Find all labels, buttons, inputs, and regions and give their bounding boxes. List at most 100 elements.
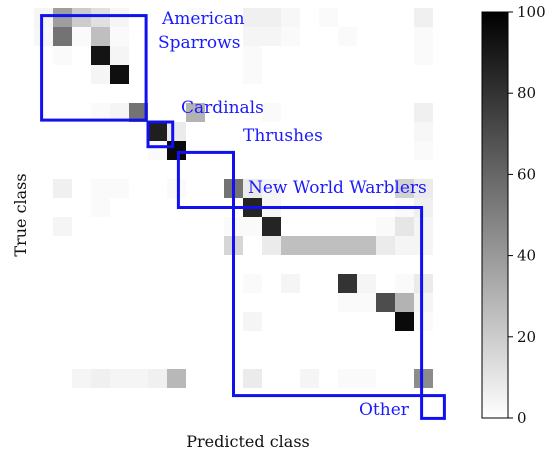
colorbar: [481, 11, 509, 419]
heatmap-cell: [243, 369, 262, 388]
group-label-thrushes: Thrushes: [243, 126, 323, 146]
heatmap-cell: [91, 46, 110, 65]
heatmap-cell: [338, 369, 357, 388]
heatmap-cell: [414, 179, 433, 198]
heatmap-cell: [53, 27, 72, 46]
heatmap-cell: [395, 293, 414, 312]
heatmap-cell: [357, 236, 376, 255]
group-box-other: [420, 394, 446, 420]
heatmap-cell: [167, 369, 186, 388]
heatmap-cell: [281, 27, 300, 46]
heatmap-cell: [414, 103, 433, 122]
colorbar-ticks: 0 20 40 60 80 100: [508, 3, 546, 427]
colorbar-tick-label: 20: [517, 328, 536, 346]
colorbar-tick-label: 100: [517, 3, 546, 21]
heatmap-cell: [148, 122, 167, 141]
heatmap-cell: [53, 217, 72, 236]
heatmap-cell: [376, 236, 395, 255]
heatmap-cell: [262, 27, 281, 46]
heatmap-cell: [300, 236, 319, 255]
heatmap-cell: [414, 27, 433, 46]
heatmap-cell: [395, 217, 414, 236]
heatmap-cell: [243, 27, 262, 46]
heatmap-cell: [414, 8, 433, 27]
x-axis-label: Predicted class: [186, 432, 309, 451]
heatmap-cell: [338, 293, 357, 312]
group-box-american-sparrows: [40, 14, 148, 122]
heatmap-cell: [91, 65, 110, 84]
heatmap-cell: [414, 236, 433, 255]
heatmap-cell: [110, 46, 129, 65]
heatmap-cell: [53, 179, 72, 198]
heatmap-cell: [357, 274, 376, 293]
heatmap-cell: [148, 369, 167, 388]
heatmap-cell: [395, 236, 414, 255]
heatmap-cell: [262, 103, 281, 122]
heatmap-cell: [167, 141, 186, 160]
heatmap-cell: [338, 274, 357, 293]
heatmap-cell: [338, 27, 357, 46]
colorbar-tick-label: 0: [517, 409, 527, 427]
colorbar-tick-label: 60: [517, 165, 536, 183]
heatmap-cell: [376, 293, 395, 312]
heatmap-cell: [167, 179, 186, 198]
heatmap-cell: [34, 8, 53, 27]
heatmap-cell: [186, 103, 205, 122]
heatmap-cell: [414, 141, 433, 160]
heatmap-cell: [338, 236, 357, 255]
group-box-warblers: [232, 206, 424, 398]
heatmap-cell: [91, 103, 110, 122]
group-label-other: Other: [359, 400, 410, 420]
y-axis-label: True class: [11, 173, 30, 256]
colorbar-tick-label: 40: [517, 247, 536, 265]
group-boxes: [40, 14, 446, 420]
heatmap-cell: [243, 179, 262, 198]
group-label-american: American: [161, 9, 245, 29]
heatmap-cell: [91, 369, 110, 388]
heatmap-cell: [110, 65, 129, 84]
heatmap-cell: [357, 293, 376, 312]
heatmap-cell: [243, 274, 262, 293]
heatmap-cell: [281, 8, 300, 27]
heatmap-cell: [243, 312, 262, 331]
heatmap-cell: [186, 8, 205, 27]
heatmap-cell: [414, 46, 433, 65]
heatmap-cell: [414, 217, 433, 236]
heatmap-cell: [395, 179, 414, 198]
heatmap-cell: [243, 8, 262, 27]
group-label-sparrows: Sparrows: [158, 33, 240, 53]
heatmap-cell: [262, 236, 281, 255]
colorbar-tick-label: 80: [517, 84, 536, 102]
heatmap-cell: [243, 65, 262, 84]
heatmap-cell: [281, 236, 300, 255]
heatmap-cell: [414, 312, 433, 331]
heatmap-cells: [34, 8, 433, 388]
heatmap-cell: [167, 122, 186, 141]
heatmap-cell: [91, 179, 110, 198]
heatmap-cell: [72, 8, 91, 27]
heatmap-cell: [129, 103, 148, 122]
heatmap-cell: [53, 46, 72, 65]
heatmap-cell: [110, 27, 129, 46]
group-box-cardinals: [146, 120, 175, 149]
group-label-cardinals: Cardinals: [181, 98, 264, 118]
heatmap-cell: [148, 141, 167, 160]
heatmap-cell: [72, 27, 91, 46]
heatmap-cell: [357, 369, 376, 388]
heatmap-cell: [72, 369, 91, 388]
heatmap-cell: [376, 217, 395, 236]
heatmap-cell: [414, 274, 433, 293]
heatmap-cell: [395, 274, 414, 293]
group-label-warblers: New World Warblers: [248, 178, 427, 198]
heatmap-cell: [110, 103, 129, 122]
heatmap-cell: [243, 46, 262, 65]
heatmap-cell: [243, 217, 262, 236]
heatmap-cell: [34, 27, 53, 46]
group-box-thrushes: [176, 150, 235, 209]
heatmap-cell: [91, 8, 110, 27]
heatmap-cell: [319, 236, 338, 255]
heatmap-cell: [414, 122, 433, 141]
heatmap-cell: [319, 8, 338, 27]
heatmap-cell: [262, 217, 281, 236]
